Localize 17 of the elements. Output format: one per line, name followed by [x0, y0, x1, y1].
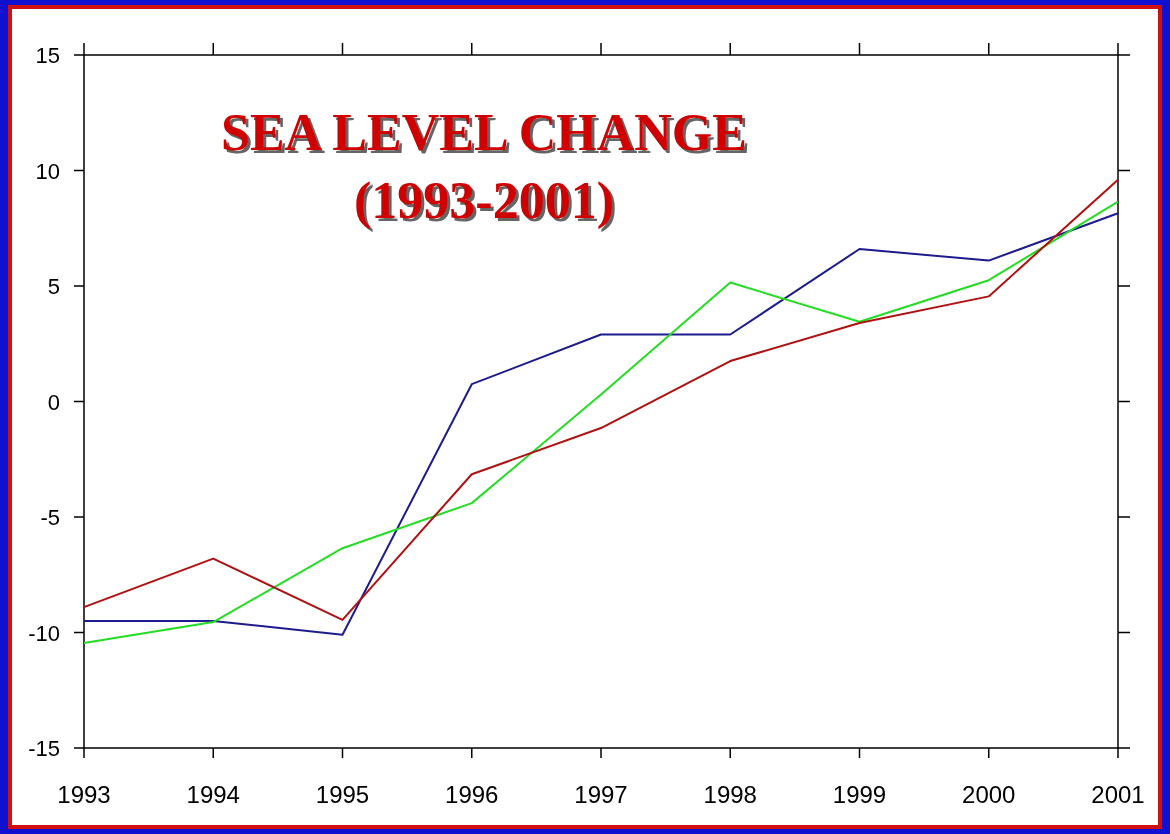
x-tick-label: 2001 [1091, 781, 1145, 808]
x-tick-label: 1996 [445, 781, 499, 808]
text: SEA LEVEL CHANGE (1993-2001) [221, 104, 747, 233]
y-tick-label: 5 [47, 274, 60, 299]
x-tick-label: 1994 [186, 781, 240, 808]
x-tick-label: 1998 [703, 781, 757, 808]
y-tick-label: 0 [47, 389, 60, 415]
x-tick-label: 1995 [315, 781, 370, 808]
y-tick-label: 10 [35, 158, 60, 184]
x-tick-label: 1997 [574, 781, 628, 808]
x-tick-label: 1993 [57, 781, 111, 808]
y-tick-label: -10 [28, 620, 60, 646]
y-tick-label: -5 [40, 505, 60, 530]
x-tick-label: 2000 [962, 781, 1016, 808]
x-tick-label: 1999 [832, 781, 887, 808]
y-tick-label: 15 [35, 43, 60, 68]
y-tick-label: -15 [28, 736, 60, 761]
